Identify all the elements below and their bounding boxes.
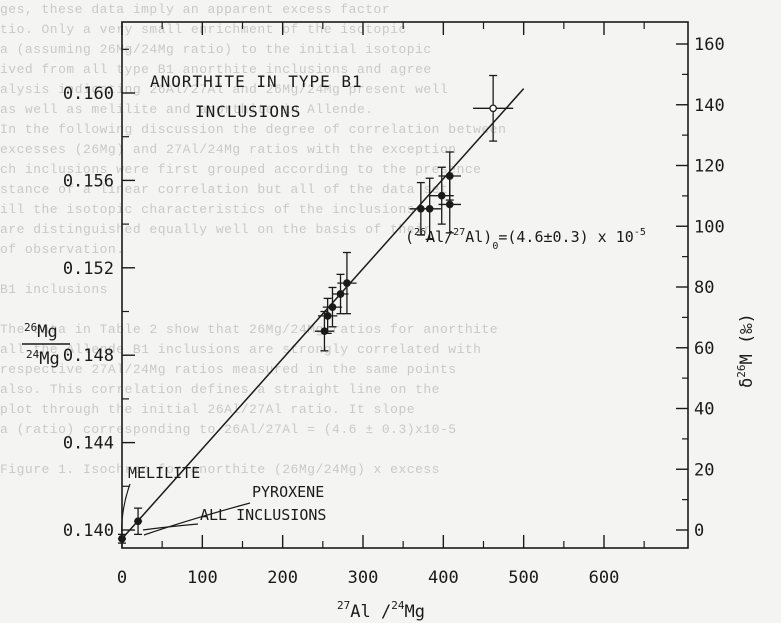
right-tick-label: 60 xyxy=(694,339,714,359)
y-label-sup: 26 xyxy=(24,321,37,334)
right-tick-label: 80 xyxy=(694,278,714,298)
isochron-label-part: =(4.6±0.3) x 10 xyxy=(498,228,633,246)
data-point xyxy=(473,74,514,142)
isochron-label-part: -5 xyxy=(634,227,646,238)
y-tick-label: 0.148 xyxy=(63,346,114,366)
x-axis-label: 27Al /24Mg xyxy=(337,599,425,622)
isochron-label-part: 26 xyxy=(414,227,426,238)
isochron-label-part: Al/ xyxy=(426,228,453,246)
filled-data-marker xyxy=(328,303,337,311)
filled-data-marker xyxy=(336,290,345,298)
x-label-part: Mg xyxy=(404,602,424,622)
filled-data-marker xyxy=(323,312,332,320)
filled-data-marker xyxy=(343,279,351,287)
y-label-part: Mg xyxy=(39,349,59,369)
data-point xyxy=(438,175,462,234)
x-tick-label: 400 xyxy=(428,568,459,588)
data-point xyxy=(318,297,338,335)
y-label-part: Mg xyxy=(37,322,57,342)
x-tick-label: 500 xyxy=(508,568,539,588)
data-point xyxy=(429,166,454,225)
y-tick-label: 0.156 xyxy=(63,171,114,191)
filled-data-marker xyxy=(445,200,454,209)
y-tick-label: 0.140 xyxy=(63,521,114,541)
filled-data-marker xyxy=(437,191,446,200)
y-tick-label: 0.144 xyxy=(63,434,114,454)
right-tick-label: 100 xyxy=(694,217,725,237)
chart-title-line-1: ANORTHITE IN TYPE B1 xyxy=(150,72,363,91)
isochron-line xyxy=(121,88,525,540)
right-tick-label: 20 xyxy=(694,460,714,480)
y-label-sup: 24 xyxy=(26,348,40,361)
open-data-marker xyxy=(489,104,497,113)
data-points xyxy=(117,74,514,544)
right-tick-label: 140 xyxy=(694,96,725,116)
x-label-sup: 27 xyxy=(337,599,350,612)
y-tick-label: 0.160 xyxy=(63,84,114,104)
data-point xyxy=(134,507,143,536)
y-axis-label-top: 26Mg xyxy=(24,321,58,342)
right-label-part: δ xyxy=(737,378,757,388)
chart-title-line-2: INCLUSIONS xyxy=(195,102,301,121)
right-label-sup: 26 xyxy=(735,365,748,378)
axes: 0 100 200 300 400 500 6000.1400.1440.1480.1520… xyxy=(63,21,725,588)
right-tick-label: 0 xyxy=(694,521,704,541)
x-tick-label: 100 xyxy=(187,568,218,588)
filled-data-marker xyxy=(425,204,434,213)
x-tick-label: 200 xyxy=(267,568,298,588)
data-point xyxy=(337,251,357,315)
isochron-label: (26Al/27Al)0=(4.6±0.3) x 10-5 xyxy=(405,227,646,252)
y-axis-label-bottom: 24Mg xyxy=(26,348,60,369)
isochron-label-part: 27 xyxy=(453,227,465,238)
annotation-arrow xyxy=(143,502,251,536)
x-label-part: Al / xyxy=(350,602,391,622)
x-tick-label: 300 xyxy=(348,568,379,588)
x-tick-label: 0 xyxy=(117,568,127,588)
right-axis-label: δ26M (‰) xyxy=(735,313,757,388)
annotation-arrow xyxy=(142,523,199,531)
isochron-line-group xyxy=(121,88,525,540)
y-tick-label: 0.152 xyxy=(63,259,114,279)
isochron-label-part: 0 xyxy=(492,241,498,252)
isochron-label-part: Al) xyxy=(465,228,492,246)
data-point xyxy=(418,177,441,241)
right-label-part: M (‰) xyxy=(737,313,757,364)
data-point xyxy=(332,273,349,315)
annotation-melilite: MELILITE xyxy=(128,464,200,482)
filled-data-marker xyxy=(134,517,142,526)
right-tick-label: 160 xyxy=(694,35,725,55)
annotation-all-inclusions: ALL INCLUSIONS xyxy=(200,506,326,524)
x-label-sup: 24 xyxy=(391,599,405,612)
plot-frame xyxy=(121,21,689,549)
chart-text: ANORTHITE IN TYPE B1 INCLUSIONS 27Al /24… xyxy=(22,72,757,622)
annotation-arrow xyxy=(121,483,131,541)
right-tick-label: 40 xyxy=(694,400,714,420)
isochron-label-part: ( xyxy=(405,228,414,246)
right-tick-label: 120 xyxy=(694,157,725,177)
x-tick-label: 600 xyxy=(589,568,620,588)
annotation-pyroxene: PYROXENE xyxy=(252,483,324,501)
